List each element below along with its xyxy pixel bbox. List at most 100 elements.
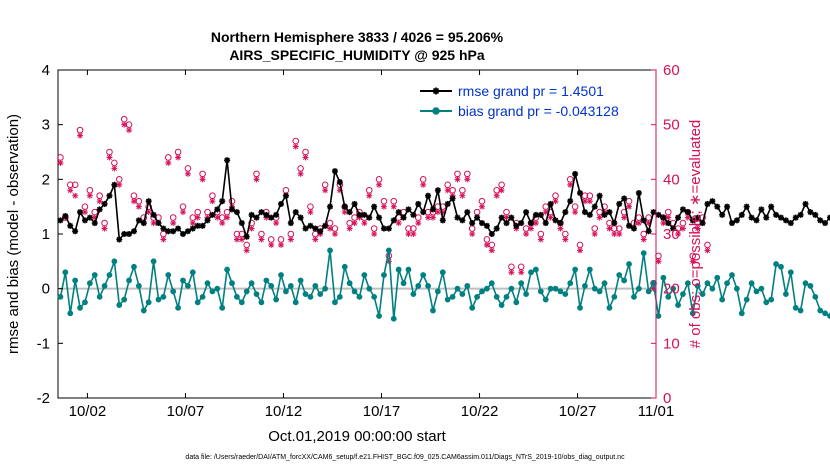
rmse-point: [758, 206, 765, 213]
obs-evaluated-marker: [81, 209, 88, 216]
rmse-series-markers: [57, 157, 830, 243]
bias-point: [376, 313, 382, 319]
rmse-point: [317, 228, 324, 235]
obs-evaluated-stroke: [131, 198, 137, 204]
bias-point: [699, 291, 706, 298]
rmse-point-stroke: [513, 223, 520, 229]
rmse-point: [214, 206, 221, 213]
bias-point: [792, 304, 799, 311]
obs-evaluated-marker: [562, 236, 569, 243]
rmse-point: [425, 192, 432, 199]
rmse-point-stroke: [415, 201, 422, 207]
bias-point: [430, 307, 436, 314]
rmse-point-stroke: [253, 214, 260, 221]
obs-evaluated-stroke: [175, 154, 181, 161]
rmse-point: [822, 220, 829, 227]
rmse-point: [263, 211, 270, 218]
bias-point: [449, 293, 456, 300]
bias-point: [542, 296, 549, 303]
rmse-point-stroke: [533, 212, 539, 218]
obs-evaluated-stroke: [288, 236, 294, 243]
rmse-point: [650, 209, 657, 216]
plot-area: [57, 69, 830, 399]
rmse-point: [361, 211, 368, 218]
obs-evaluated-stroke: [106, 154, 113, 161]
rmse-point: [797, 211, 804, 218]
obs-evaluated-marker: [278, 241, 285, 248]
rmse-point: [773, 211, 780, 218]
rmse-point: [253, 214, 260, 221]
obs-evaluated-stroke: [523, 231, 529, 237]
rmse-point-stroke: [410, 212, 417, 218]
obs-evaluated-stroke: [704, 247, 711, 253]
obs-evaluated-marker: [346, 225, 353, 232]
rmse-point: [699, 220, 706, 227]
obs-evaluated-stroke: [459, 193, 465, 199]
bias-point: [454, 285, 461, 292]
obs-evaluated-marker: [238, 236, 245, 243]
obs-evaluated-marker: [616, 231, 623, 237]
rmse-point-stroke: [562, 209, 569, 215]
rmse-point: [591, 203, 598, 210]
bias-point: [145, 299, 152, 306]
rmse-point-stroke: [322, 223, 328, 229]
obs-evaluated-stroke: [376, 182, 382, 188]
bias-point: [135, 283, 142, 289]
rmse-point: [792, 214, 799, 221]
bias-point: [537, 288, 544, 295]
rmse-point: [719, 211, 726, 218]
obs-evaluated-marker: [469, 231, 476, 237]
rmse-point: [410, 211, 417, 218]
data-file-footer: data file: /Users/raeder/DAI/ATM_forcXX/…: [185, 454, 625, 461]
x-tick-label: 10/17: [363, 403, 401, 420]
rmse-point-stroke: [611, 220, 618, 226]
obs-evaluated-stroke: [543, 209, 549, 215]
bias-point: [635, 285, 642, 292]
rmse-point-stroke: [670, 225, 676, 232]
bias-point: [131, 263, 137, 270]
obs-evaluated-stroke: [660, 220, 666, 226]
obs-evaluated-marker: [694, 225, 701, 232]
rmse-point: [327, 203, 334, 210]
bias-point: [67, 310, 74, 317]
rmse-point: [704, 200, 711, 207]
obs-evaluated-stroke: [146, 209, 152, 215]
obs-evaluated-stroke: [342, 209, 348, 215]
rmse-point: [493, 225, 500, 232]
obs-evaluated-marker: [557, 225, 564, 232]
obs-evaluated-marker: [165, 159, 172, 166]
rmse-point-stroke: [219, 198, 225, 204]
obs-evaluated-marker: [366, 192, 373, 199]
obs-evaluated-marker: [552, 198, 559, 205]
rmse-point-stroke: [817, 217, 823, 224]
obs-evaluated-stroke: [77, 133, 83, 139]
rmse-point: [395, 209, 402, 216]
rmse-point-stroke: [170, 228, 176, 235]
rmse-point-stroke: [273, 212, 279, 218]
obs-evaluated-marker: [307, 209, 314, 216]
obs-evaluated-stroke: [253, 176, 260, 182]
obs-evaluated-marker: [689, 258, 696, 265]
rmse-point-stroke: [685, 209, 691, 215]
rmse-point-stroke: [420, 209, 426, 215]
rmse-point-stroke: [332, 168, 338, 174]
obs-evaluated-marker: [331, 231, 338, 237]
bias-point: [508, 285, 515, 292]
rmse-point-stroke: [734, 217, 740, 224]
rmse-point-stroke: [596, 192, 603, 199]
rmse-point: [547, 200, 554, 207]
y-right-tick-label: 20: [663, 281, 680, 298]
obs-evaluated-stroke: [190, 220, 196, 226]
obs-evaluated-marker: [371, 231, 378, 237]
bias-point: [704, 280, 711, 287]
bias-point: [214, 285, 221, 292]
rmse-point: [645, 228, 652, 235]
rmse-point: [812, 211, 819, 218]
obs-evaluated-marker: [57, 159, 64, 166]
rmse-point: [376, 214, 383, 221]
rmse-point: [204, 217, 211, 224]
rmse-point-stroke: [479, 220, 485, 226]
obs-evaluated-marker: [268, 241, 275, 248]
obs-evaluated-marker: [454, 176, 461, 183]
rmse-point-stroke: [430, 206, 436, 213]
